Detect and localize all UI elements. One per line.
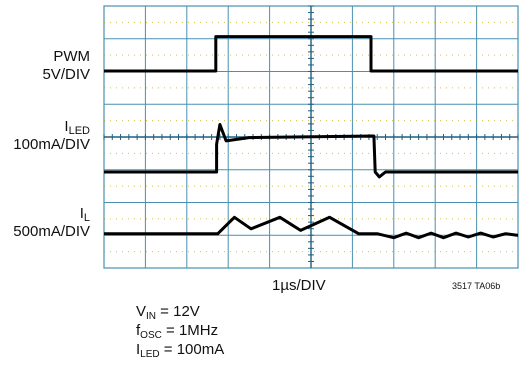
iled-name-sub: LED: [68, 125, 90, 137]
condition-iled: ILED = 100mA: [136, 341, 225, 360]
il-name-main: I: [79, 205, 84, 222]
pwm-name: PWM: [53, 48, 90, 65]
figure-id: 3517 TA06b: [452, 281, 501, 291]
trace-il: [104, 215, 519, 240]
il-scale: 500mA/DIV: [13, 223, 90, 240]
iled-name-main: I: [64, 118, 69, 135]
y-label-il: IL 500mA/DIV: [13, 205, 90, 241]
traces: [104, 35, 519, 240]
test-conditions: VIN = 12V fOSC = 1MHz ILED = 100mA: [136, 302, 225, 360]
condition-vin: VIN = 12V: [136, 303, 200, 322]
x-axis-label: 1µs/DIV: [272, 277, 326, 294]
pwm-scale: 5V/DIV: [42, 66, 90, 83]
y-label-iled: ILED 100mA/DIV: [13, 118, 90, 154]
y-label-pwm: PWM 5V/DIV: [42, 48, 90, 84]
iled-scale: 100mA/DIV: [13, 136, 90, 153]
condition-fosc: fOSC = 1MHz: [136, 322, 219, 341]
trace-iled: [104, 123, 518, 179]
trace-pwm: [104, 35, 518, 73]
il-name-sub: L: [83, 212, 90, 224]
